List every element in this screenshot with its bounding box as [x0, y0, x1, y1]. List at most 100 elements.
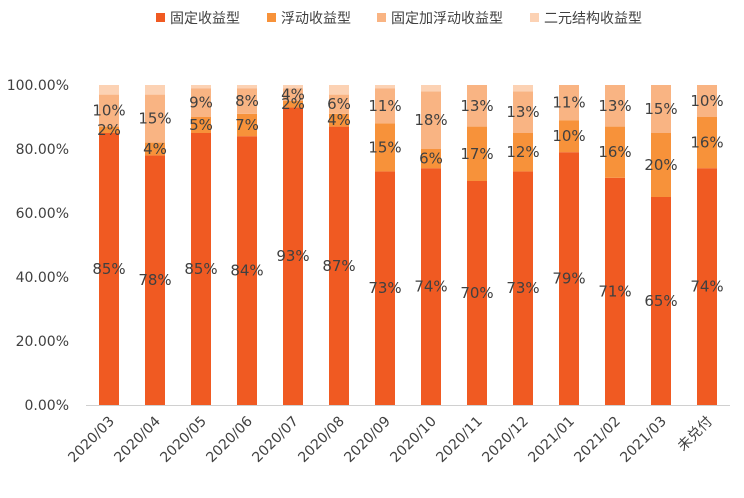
bar-segment — [605, 177, 625, 405]
bar-segment — [191, 117, 211, 133]
bar-segment — [421, 149, 441, 169]
data-label: 85% — [184, 260, 217, 278]
bar-segment — [559, 152, 579, 405]
x-tick-label: 2021/01 — [525, 414, 577, 466]
bar-segment — [513, 85, 533, 92]
data-label: 71% — [598, 282, 631, 300]
data-label: 10% — [690, 92, 723, 110]
bar-segment — [559, 120, 579, 153]
bar-segment — [651, 197, 671, 405]
bar-segment — [191, 133, 211, 405]
data-label: 87% — [322, 257, 355, 275]
bar-segment — [421, 168, 441, 405]
data-label: 70% — [460, 284, 493, 302]
data-label: 6% — [327, 95, 351, 113]
bar-segment — [375, 123, 395, 172]
data-label: 18% — [414, 111, 447, 129]
legend-label: 二元结构收益型 — [544, 11, 642, 27]
bar-segment — [145, 142, 165, 156]
data-label: 4% — [143, 140, 167, 158]
y-tick-label: 40.00% — [16, 270, 69, 286]
legend-label: 浮动收益型 — [281, 11, 351, 27]
bar-segment — [421, 85, 441, 92]
data-label: 2% — [97, 121, 121, 139]
bar-segment — [99, 126, 119, 133]
y-tick-label: 80.00% — [16, 142, 69, 158]
bar-segment — [513, 91, 533, 133]
data-label: 74% — [414, 278, 447, 296]
data-label: 73% — [368, 279, 401, 297]
bar-segment — [99, 85, 119, 95]
data-label: 4% — [281, 86, 305, 104]
y-tick-label: 60.00% — [16, 206, 69, 222]
data-label: 15% — [368, 138, 401, 156]
bar-segment — [513, 133, 533, 172]
legend-label: 固定收益型 — [170, 11, 240, 27]
data-label: 4% — [327, 111, 351, 129]
y-tick-label: 100.00% — [7, 78, 69, 94]
bar-segment — [191, 88, 211, 117]
bar-segment — [237, 113, 257, 137]
bar-segment — [329, 126, 349, 405]
data-label: 78% — [138, 271, 171, 289]
data-label: 93% — [276, 247, 309, 265]
y-axis: 0.00% 20.00% 40.00% 60.00% 80.00% 100.00% — [7, 78, 69, 414]
bar-segment — [237, 136, 257, 405]
data-label: 6% — [419, 150, 443, 168]
bar-segment — [329, 85, 349, 95]
bar-segment — [651, 133, 671, 197]
data-label: 85% — [92, 260, 125, 278]
legend-swatch — [267, 13, 276, 22]
data-label: 13% — [598, 97, 631, 115]
bar-segment — [145, 85, 165, 95]
legend-swatch — [530, 13, 539, 22]
x-tick-label: 2020/05 — [157, 414, 209, 466]
data-label: 74% — [690, 278, 723, 296]
bar-segment — [467, 181, 487, 405]
bars — [99, 85, 717, 406]
bar-segment — [375, 171, 395, 405]
legend-label: 固定加浮动收益型 — [391, 11, 503, 27]
data-label: 13% — [506, 103, 539, 121]
x-tick-label: 未兑付 — [675, 414, 716, 455]
data-label: 8% — [235, 92, 259, 110]
x-tick-label: 2020/06 — [203, 413, 256, 466]
x-tick-label: 2020/09 — [341, 414, 393, 466]
bar-segment — [237, 88, 257, 114]
data-label: 13% — [460, 97, 493, 115]
bar-segment — [513, 171, 533, 405]
bar-segment — [99, 133, 119, 405]
y-tick-label: 0.00% — [25, 398, 69, 414]
bar-segment — [283, 107, 303, 406]
data-label: 20% — [644, 156, 677, 174]
bar-segment — [283, 85, 303, 89]
x-tick-label: 2020/10 — [387, 414, 439, 466]
legend: 固定收益型 浮动收益型 固定加浮动收益型 二元结构收益型 — [156, 11, 642, 27]
legend-swatch — [156, 13, 165, 22]
bar-segment — [145, 94, 165, 143]
bar-segment — [421, 91, 441, 149]
x-tick-label: 2020/12 — [479, 414, 531, 466]
y-tick-label: 20.00% — [16, 334, 69, 350]
data-label: 84% — [230, 262, 263, 280]
bar-segment — [559, 85, 579, 121]
data-label: 15% — [138, 110, 171, 128]
bar-segment — [375, 88, 395, 124]
data-label: 7% — [235, 116, 259, 134]
data-label: 10% — [552, 127, 585, 145]
bar-segment — [145, 155, 165, 405]
x-tick-label: 2020/03 — [65, 414, 117, 466]
legend-swatch — [377, 13, 386, 22]
bar-segment — [697, 117, 717, 169]
x-tick-label: 2021/03 — [617, 414, 669, 466]
bar-segment — [605, 126, 625, 178]
bar-segment — [375, 85, 395, 89]
data-label: 16% — [598, 143, 631, 161]
data-label: 11% — [368, 97, 401, 115]
data-label: 16% — [690, 134, 723, 152]
data-label: 10% — [92, 102, 125, 120]
x-tick-label: 2020/11 — [433, 414, 485, 466]
bar-segment — [651, 85, 671, 133]
bar-segment — [697, 85, 717, 117]
